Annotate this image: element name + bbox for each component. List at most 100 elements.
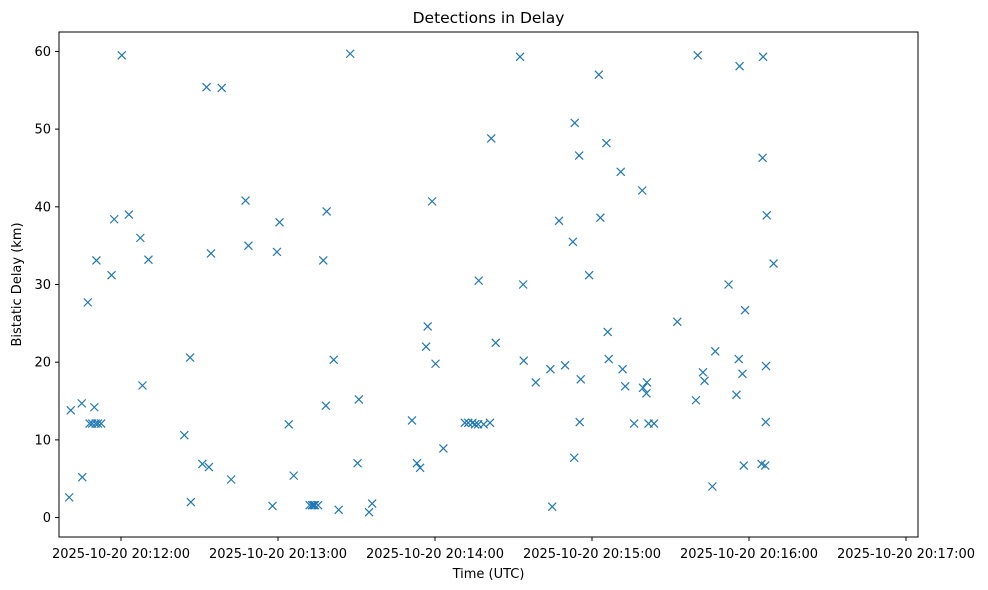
data-point bbox=[354, 395, 364, 404]
y-axis-ticks: 0 10 20 30 40 50 60 bbox=[34, 45, 59, 526]
data-point bbox=[467, 418, 477, 428]
data-point bbox=[334, 505, 344, 515]
data-point bbox=[367, 499, 377, 509]
data-point bbox=[569, 453, 579, 463]
data-point bbox=[93, 419, 103, 428]
x-axis-label: Time (UTC) bbox=[452, 567, 525, 582]
data-point bbox=[698, 367, 708, 377]
data-point bbox=[197, 459, 207, 469]
data-point bbox=[761, 417, 771, 427]
y-tick-label: 60 bbox=[34, 45, 51, 60]
x-tick-label: 2025-10-20 20:16:00 bbox=[680, 547, 818, 562]
data-point bbox=[124, 210, 134, 220]
data-point bbox=[700, 376, 709, 386]
x-tick-label: 2025-10-20 20:12:00 bbox=[52, 547, 190, 562]
data-point bbox=[479, 419, 489, 429]
x-tick-label: 2025-10-20 20:13:00 bbox=[209, 547, 347, 562]
x-tick-label: 2025-10-20 20:14:00 bbox=[366, 547, 504, 562]
data-point bbox=[460, 418, 470, 428]
data-point bbox=[244, 241, 253, 251]
data-point bbox=[603, 327, 613, 337]
data-point bbox=[321, 401, 331, 411]
data-point bbox=[77, 472, 87, 482]
data-point bbox=[760, 461, 770, 470]
data-points bbox=[64, 49, 779, 517]
data-point bbox=[629, 419, 639, 428]
data-point bbox=[144, 255, 153, 265]
data-point bbox=[313, 500, 323, 510]
y-tick-label: 20 bbox=[34, 356, 51, 371]
data-point bbox=[518, 280, 528, 289]
data-point bbox=[241, 196, 250, 206]
x-tick-label: 2025-10-20 20:17:00 bbox=[837, 547, 975, 562]
data-point bbox=[206, 248, 216, 258]
data-point bbox=[135, 233, 145, 243]
data-point bbox=[423, 322, 433, 331]
data-point bbox=[637, 186, 647, 195]
data-point bbox=[412, 458, 422, 468]
data-point bbox=[769, 259, 779, 268]
data-point bbox=[604, 354, 614, 364]
data-point bbox=[318, 255, 328, 265]
data-point bbox=[761, 361, 771, 371]
data-point bbox=[707, 482, 717, 491]
data-point bbox=[353, 458, 362, 468]
data-point bbox=[470, 419, 480, 429]
data-point bbox=[758, 153, 768, 163]
data-point bbox=[554, 216, 564, 226]
data-point bbox=[179, 430, 189, 440]
y-tick-label: 10 bbox=[34, 433, 51, 448]
data-point bbox=[226, 475, 236, 484]
data-point bbox=[309, 500, 319, 510]
data-point bbox=[732, 390, 741, 400]
data-point bbox=[710, 346, 720, 356]
data-point bbox=[531, 377, 541, 387]
data-point bbox=[64, 492, 74, 502]
data-point bbox=[289, 471, 299, 481]
data-point bbox=[83, 297, 93, 307]
data-point bbox=[576, 374, 586, 384]
data-point bbox=[438, 444, 448, 453]
data-point bbox=[570, 118, 580, 128]
data-point bbox=[310, 500, 320, 510]
data-point bbox=[268, 501, 277, 511]
data-point bbox=[204, 462, 214, 472]
data-point bbox=[574, 151, 584, 160]
plot-frame bbox=[58, 31, 919, 538]
data-point bbox=[738, 369, 747, 379]
data-point bbox=[272, 247, 282, 257]
data-point bbox=[329, 355, 339, 365]
data-point bbox=[601, 138, 611, 148]
data-point bbox=[519, 356, 529, 366]
data-point bbox=[515, 52, 525, 62]
data-point bbox=[474, 276, 484, 286]
data-point bbox=[431, 359, 440, 369]
chart-title: Detections in Delay bbox=[413, 9, 565, 27]
y-axis-label: Bistatic Delay (km) bbox=[10, 222, 25, 346]
data-point bbox=[322, 207, 332, 216]
data-point bbox=[407, 416, 417, 425]
data-point bbox=[202, 82, 211, 92]
data-point bbox=[616, 167, 626, 177]
data-point bbox=[421, 342, 431, 352]
data-point bbox=[594, 70, 604, 80]
data-point bbox=[584, 270, 594, 280]
data-point bbox=[109, 214, 119, 224]
data-point bbox=[739, 461, 749, 470]
data-point bbox=[486, 134, 496, 143]
data-point bbox=[415, 463, 425, 473]
data-point bbox=[217, 83, 227, 93]
data-point bbox=[186, 497, 196, 507]
data-point bbox=[649, 419, 659, 428]
data-point bbox=[758, 52, 768, 62]
data-point bbox=[691, 395, 701, 405]
data-point bbox=[107, 270, 117, 280]
data-point bbox=[345, 49, 355, 59]
data-point bbox=[77, 398, 87, 408]
data-point bbox=[547, 502, 557, 512]
data-point bbox=[185, 353, 195, 362]
data-point bbox=[284, 419, 294, 429]
data-point bbox=[734, 354, 744, 364]
data-point bbox=[138, 381, 147, 390]
